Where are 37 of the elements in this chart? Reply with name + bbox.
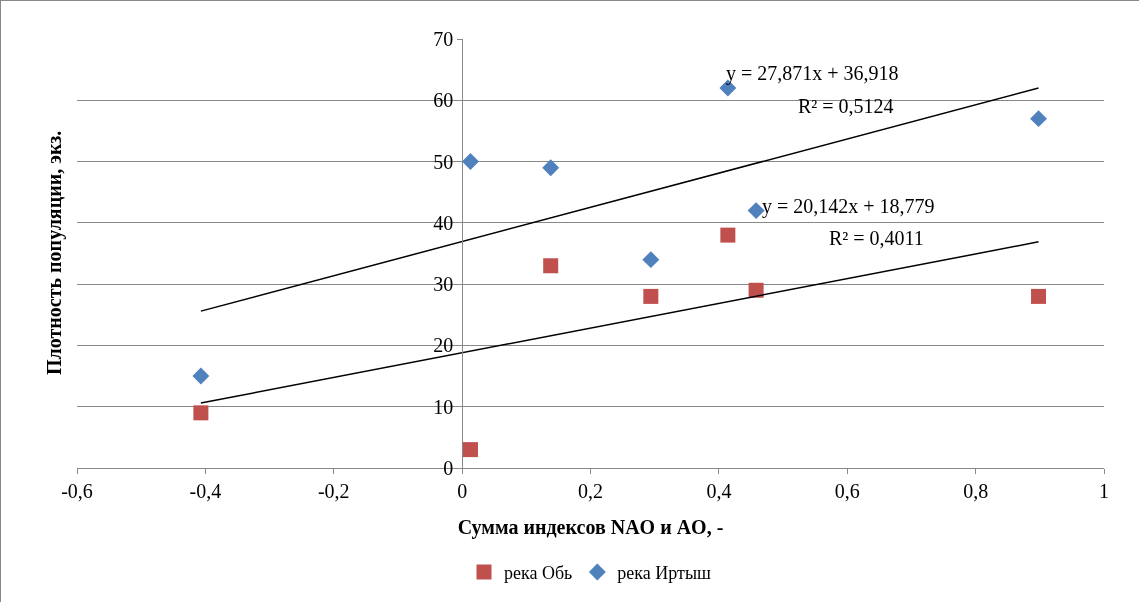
point bbox=[748, 282, 764, 298]
x-tick-label: 0,6 bbox=[834, 480, 860, 502]
point bbox=[720, 227, 736, 243]
y-tick-label: 0 bbox=[443, 457, 454, 479]
x-tick-label: -0,4 bbox=[189, 480, 222, 502]
y-tick-label: 60 bbox=[433, 89, 454, 112]
point bbox=[542, 159, 560, 177]
point bbox=[193, 405, 209, 421]
x-tick-label: -0,2 bbox=[317, 480, 350, 502]
x-tick-label: 0,4 bbox=[706, 480, 732, 502]
y-tick-label: 30 bbox=[433, 273, 454, 296]
x-tick-label: 0,2 bbox=[578, 480, 603, 502]
point bbox=[462, 153, 479, 171]
annotation: R² = 0,4011 bbox=[829, 227, 924, 249]
y-tick-label: 70 bbox=[433, 28, 454, 50]
point bbox=[642, 251, 660, 269]
x-tick-label: 0 bbox=[457, 480, 468, 502]
point bbox=[543, 258, 559, 274]
y-axis-title: Плотность популяции, экз. bbox=[43, 130, 67, 376]
y-tick-label: 50 bbox=[433, 150, 454, 173]
legend-label: река Иртыш bbox=[617, 563, 711, 584]
point bbox=[192, 367, 210, 385]
annotation: R² = 0,5124 bbox=[798, 95, 894, 117]
y-tick-label: 10 bbox=[433, 395, 454, 418]
x-axis-title: Сумма индексов NAO и AO, - bbox=[457, 515, 724, 539]
point bbox=[462, 442, 478, 458]
x-tick-label: 1 bbox=[1099, 480, 1109, 502]
point bbox=[1030, 110, 1047, 128]
x-tick-label: -0,6 bbox=[61, 480, 93, 502]
y-tick-label: 20 bbox=[433, 334, 454, 357]
point bbox=[1031, 288, 1047, 304]
annotation: y = 20,142x + 18,779 bbox=[762, 195, 935, 218]
y-tick-label: 40 bbox=[433, 211, 454, 234]
x-tick-label: 0,8 bbox=[963, 480, 989, 502]
annotation: y = 27,871x + 36,918 bbox=[726, 62, 899, 85]
point bbox=[643, 288, 659, 304]
legend-label: река Обь bbox=[504, 563, 573, 584]
